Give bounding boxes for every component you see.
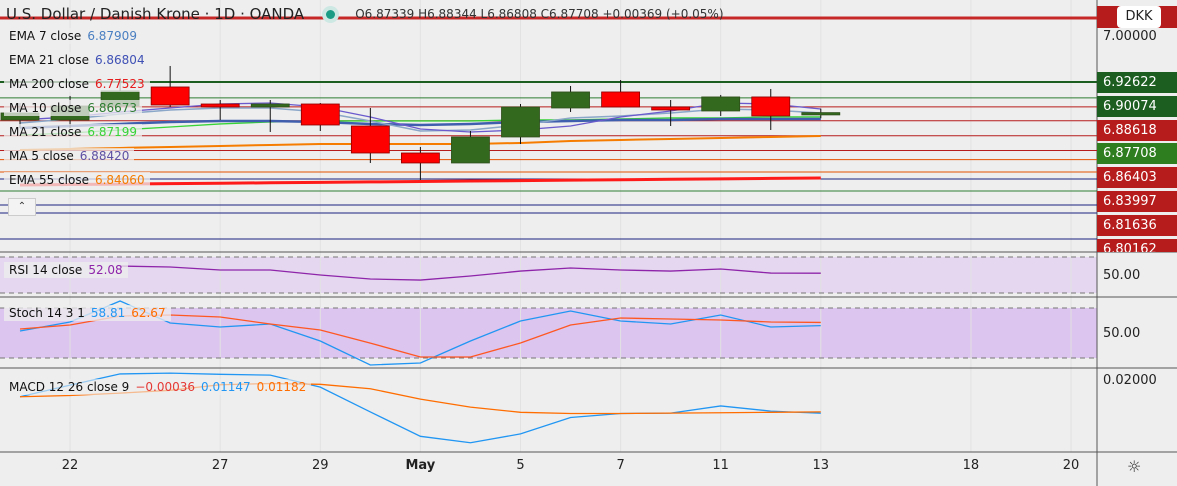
stoch-axis-label: 50.00 [1103,326,1141,341]
indicator-value: 6.87199 [87,125,137,139]
time-axis-tick: May [405,458,436,473]
time-axis-tick: 22 [61,458,79,473]
indicator-legend[interactable]: EMA 21 close 6.86804 [4,52,150,68]
indicator-legend[interactable]: MA 10 close 6.86673 [4,100,142,116]
rsi-legend[interactable]: RSI 14 close 52.08 [4,262,128,278]
indicator-value: 6.86673 [87,101,137,115]
price-axis-label: 6.80162 [1097,239,1177,252]
candle-body [601,91,640,108]
indicator-label: MA 10 close [9,101,82,115]
rsi-label: RSI 14 close [9,263,83,277]
candle-body [501,106,540,138]
price-axis-label: 6.86403 [1097,167,1177,188]
time-axis-tick: 13 [812,458,830,473]
macd-axis-label: 0.02000 [1103,373,1157,388]
macd-legend[interactable]: MACD 12 26 close 9 −0.00036 0.01147 0.01182 [4,379,312,395]
indicator-label: MA 200 close [9,77,90,91]
currency-badge[interactable]: DKK [1117,6,1161,28]
candle-body [300,103,340,126]
price-axis-label: 6.83997 [1097,191,1177,212]
price-axis-label: 6.81636 [1097,215,1177,236]
macd-hist-value: −0.00036 [135,380,195,394]
moving-average-line [19,117,821,130]
indicator-label: MA 5 close [9,149,74,163]
macd-signal-value: 0.01182 [256,380,307,394]
indicator-value: 6.86804 [94,53,145,67]
time-axis-tick: 11 [712,458,729,473]
stoch-d-value: 62.67 [131,306,166,320]
candle-body [701,96,741,112]
candle-body [751,96,791,117]
indicator-legend[interactable]: EMA 7 close 6.87909 [4,28,142,44]
candle-body [150,86,190,106]
moving-average-line [19,134,821,151]
indicator-value: 6.87909 [87,29,137,43]
indicator-label: EMA 7 close [9,29,82,43]
rsi-axis-label: 50.00 [1103,268,1141,283]
price-axis-label: 6.92622 [1097,72,1177,93]
moving-average-line [19,176,821,187]
market-status-icon [326,9,336,19]
indicator-legend[interactable]: MA 200 close 6.77523 [4,76,150,92]
macd-value: 0.01147 [201,380,251,394]
rsi-band [0,257,1097,293]
indicator-legend[interactable]: EMA 55 close 6.84060 [4,172,150,188]
macd-label: MACD 12 26 close 9 [9,380,130,394]
moving-average-line [19,107,821,132]
price-axis-label: 7.00000 [1103,29,1157,44]
gear-icon[interactable]: ☼ [1127,457,1142,476]
moving-average-line [19,116,821,136]
indicator-legend[interactable]: MA 21 close 6.87199 [4,124,142,140]
stoch-k-value: 58.81 [90,306,126,320]
candle-body [451,136,490,164]
rsi-line [120,265,821,281]
price-axis-label: 6.88618 [1097,120,1177,141]
price-axis-label: 6.87708 [1097,143,1177,164]
candle-body [801,112,841,116]
candle-body [250,103,290,108]
time-axis-tick: 29 [312,458,329,473]
candle-body [651,106,691,111]
candle-body [350,125,390,154]
time-axis-tick: 27 [211,458,229,473]
macd-line [19,372,821,444]
price-axis-label: 6.90074 [1097,96,1177,117]
indicator-legend[interactable]: MA 5 close 6.88420 [4,148,135,164]
stoch-label: Stoch 14 3 1 [9,306,85,320]
indicator-label: EMA 21 close [9,53,89,67]
chart-header: U.S. Dollar / Danish Krone · 1D · OANDA … [6,5,724,23]
ohlc-readout: O6.87339 H6.88344 L6.86808 C6.87708 +0.0… [355,7,724,21]
indicator-value: 6.77523 [95,77,145,91]
time-axis-tick: 5 [516,458,525,473]
time-axis-tick: 18 [962,458,980,473]
candle-body [400,152,440,164]
candle-body [200,103,240,108]
indicator-value: 6.84060 [94,173,145,187]
chevron-up-icon[interactable]: ⌃ [8,198,36,216]
time-axis-tick: 7 [616,458,625,473]
stoch-legend[interactable]: Stoch 14 3 1 58.81 62.67 [4,305,171,321]
indicator-label: EMA 55 close [9,173,89,187]
indicator-value: 6.88420 [79,149,130,163]
indicator-label: MA 21 close [9,125,82,139]
rsi-value: 52.08 [88,263,123,277]
time-axis-tick: 20 [1062,458,1080,473]
candle-body [551,91,590,109]
symbol-title[interactable]: U.S. Dollar / Danish Krone · 1D · OANDA [6,5,305,23]
